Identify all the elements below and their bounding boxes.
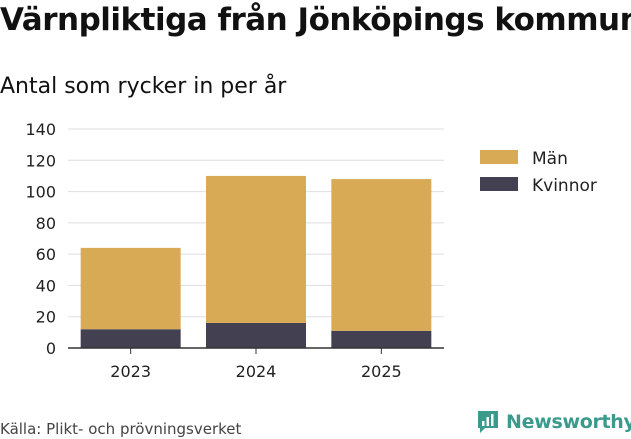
y-tick-label: 140 <box>25 120 56 139</box>
y-tick-label: 120 <box>25 151 56 170</box>
brand-name: Newsworthy <box>506 411 631 433</box>
x-tick-label: 2024 <box>236 362 277 381</box>
chart-title: Värnpliktiga från Jönköpings kommun <box>0 2 631 38</box>
bar-man-2023 <box>80 247 181 330</box>
bars <box>80 175 432 348</box>
x-axis-ticks: 2023 2024 2025 <box>110 348 402 381</box>
bar-man-2025 <box>331 179 432 331</box>
bar-kvinnor-2023 <box>80 329 181 348</box>
chart-subtitle: Antal som rycker in per år <box>0 74 287 99</box>
legend-label-man: Män <box>532 149 568 169</box>
y-tick-label: 0 <box>46 339 56 358</box>
x-tick-label: 2025 <box>361 362 402 381</box>
bar-kvinnor-2024 <box>206 322 306 348</box>
y-tick-label: 20 <box>36 308 56 327</box>
y-tick-label: 80 <box>36 214 56 233</box>
newsworthy-logo-icon <box>478 411 498 433</box>
y-axis-tick-labels: 0 20 40 60 80 100 120 140 <box>25 120 56 358</box>
y-tick-label: 40 <box>36 276 56 295</box>
bar-man-2024 <box>206 175 306 323</box>
source-note: Källa: Plikt- och prövningsverket <box>0 420 242 438</box>
legend-label-kvinnor: Kvinnor <box>532 176 597 196</box>
bar-kvinnor-2025 <box>331 330 432 348</box>
x-tick-label: 2023 <box>110 362 151 381</box>
y-tick-label: 60 <box>36 245 56 264</box>
newsworthy-logo: Newsworthy <box>476 409 631 435</box>
legend-swatch-man <box>480 150 518 164</box>
legend-swatch-kvinnor <box>480 177 518 191</box>
y-tick-label: 100 <box>25 183 56 202</box>
legend: Män Kvinnor <box>480 149 597 196</box>
